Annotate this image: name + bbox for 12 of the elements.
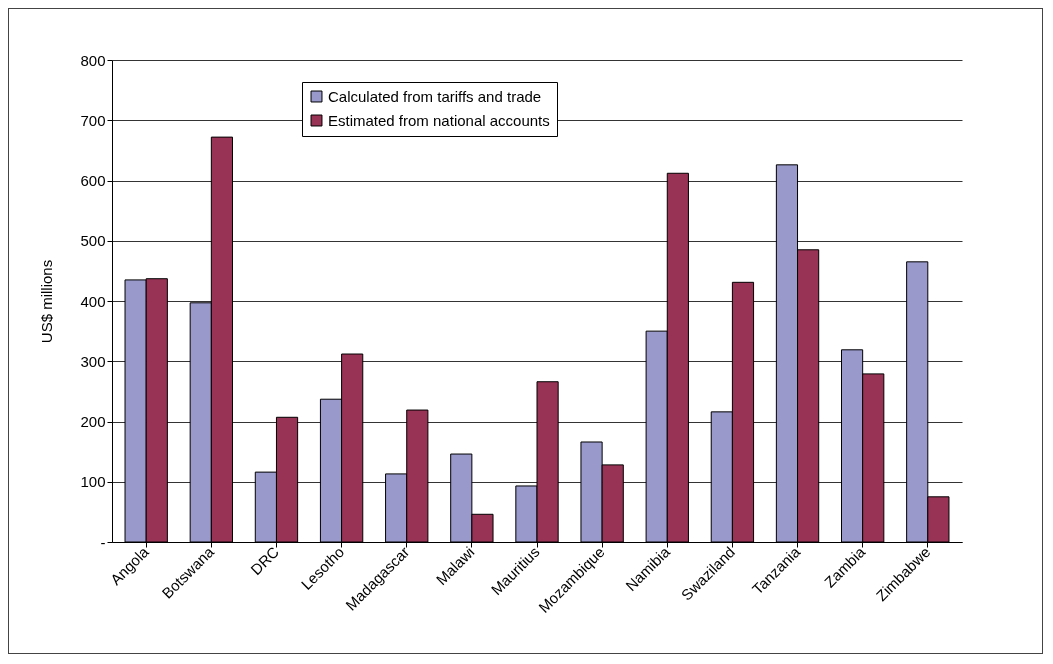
y-tick-label: 600 <box>80 172 106 189</box>
y-tick-label: 100 <box>80 473 106 491</box>
y-tick-label: - <box>100 533 106 551</box>
legend-label: Estimated from national accounts <box>328 111 550 129</box>
y-tick-label: 300 <box>80 352 106 370</box>
y-tick-label: 400 <box>80 292 106 310</box>
y-tick-label: 700 <box>80 111 106 129</box>
y-axis-title: US$ millions <box>38 259 56 344</box>
y-tick-label: 800 <box>80 51 106 69</box>
y-tick-label: 500 <box>80 232 106 250</box>
y-tick-label: 200 <box>80 413 106 430</box>
legend-label: Calculated from tariffs and trade <box>328 87 542 105</box>
